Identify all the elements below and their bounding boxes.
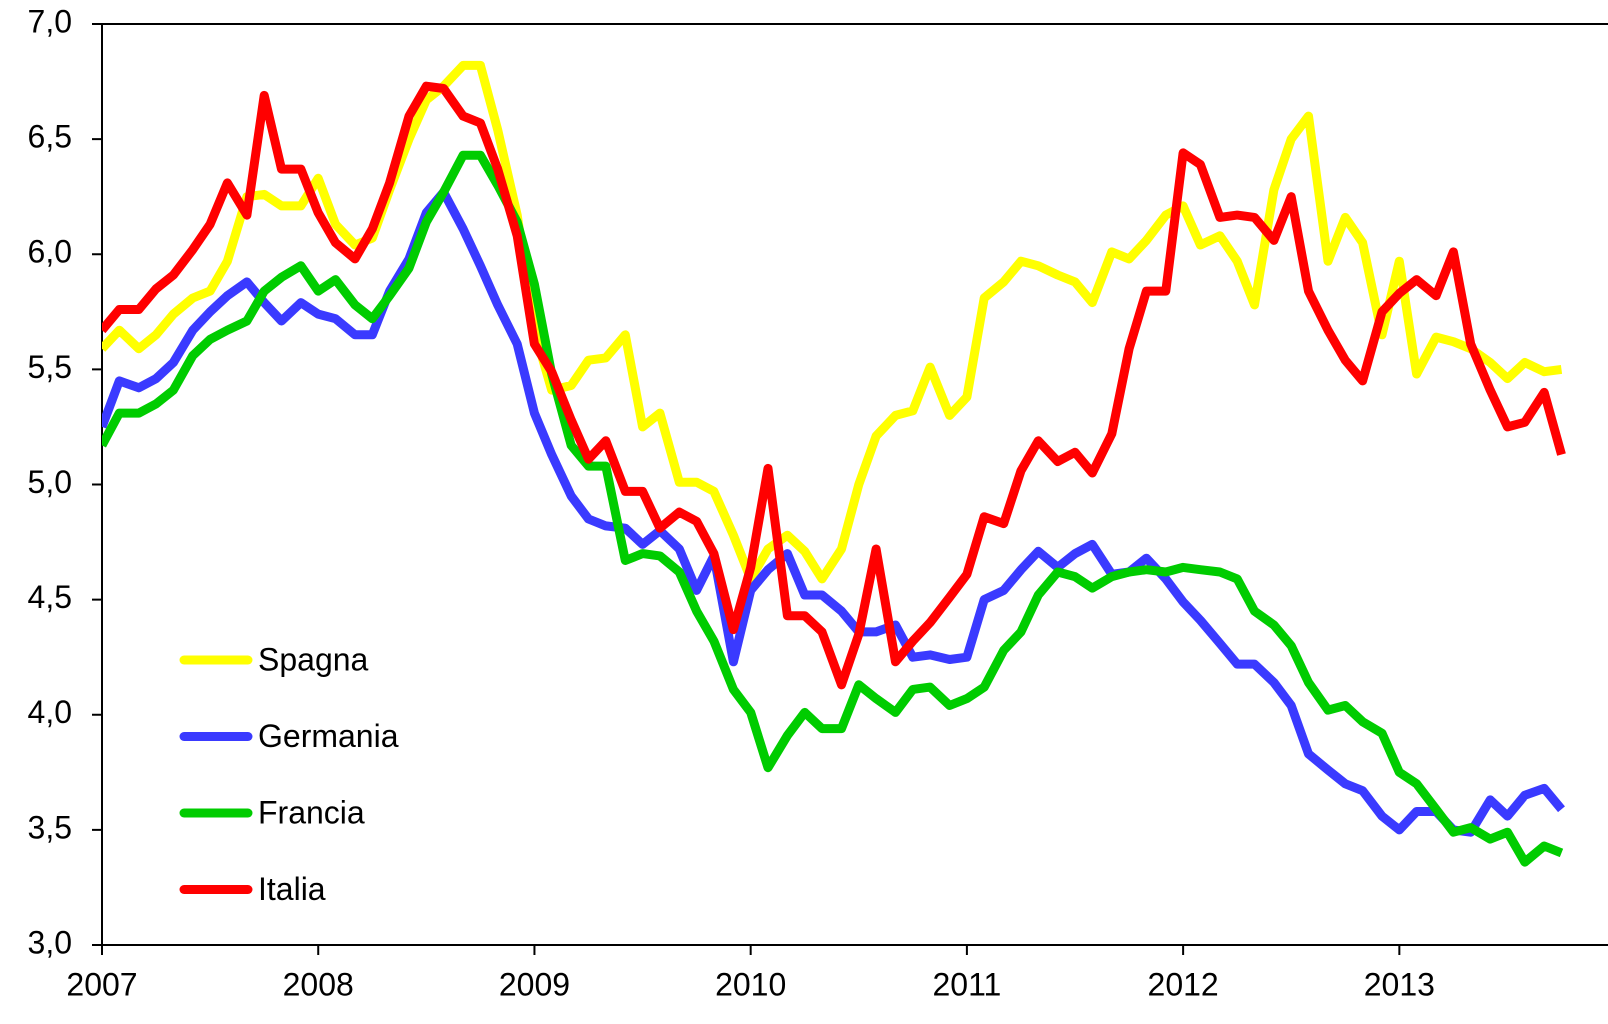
series-line [102,150,1564,867]
y-tick-label: 3,5 [28,809,72,845]
legend-label: Germania [258,718,399,754]
series-line [102,81,1566,690]
axes: 3,0 3,5 4,0 4,5 5,0 5,5 6,0 6,5 7,0 2007 2008 2009 2… [28,3,1608,1002]
x-tick-label: 2011 [932,966,1001,1002]
x-tick-label: 2007 [66,966,137,1002]
y-tick-label: 6,5 [28,119,72,155]
legend-label: Italia [258,871,326,907]
legend-label: Spagna [258,641,369,677]
x-tick-label: 2009 [499,966,570,1002]
series-line [102,60,1563,584]
legend-label: Francia [258,794,365,830]
y-tick-label: 4,0 [28,694,72,730]
x-tick-label: 2008 [283,966,354,1002]
legend: Spagna Germania Francia Italia [179,641,399,907]
y-tick-label: 3,0 [28,924,72,960]
plot-area [102,60,1566,867]
y-tick-label: 5,5 [28,349,72,385]
x-tick-label: 2013 [1364,966,1435,1002]
y-tick-label: 4,5 [28,579,72,615]
x-tick-label: 2012 [1148,966,1219,1002]
y-tick-label: 6,0 [28,234,72,270]
y-tick-label: 7,0 [28,3,72,39]
series-line [102,187,1565,837]
x-tick-label: 2010 [715,966,786,1002]
y-tick-label: 5,0 [28,464,72,500]
